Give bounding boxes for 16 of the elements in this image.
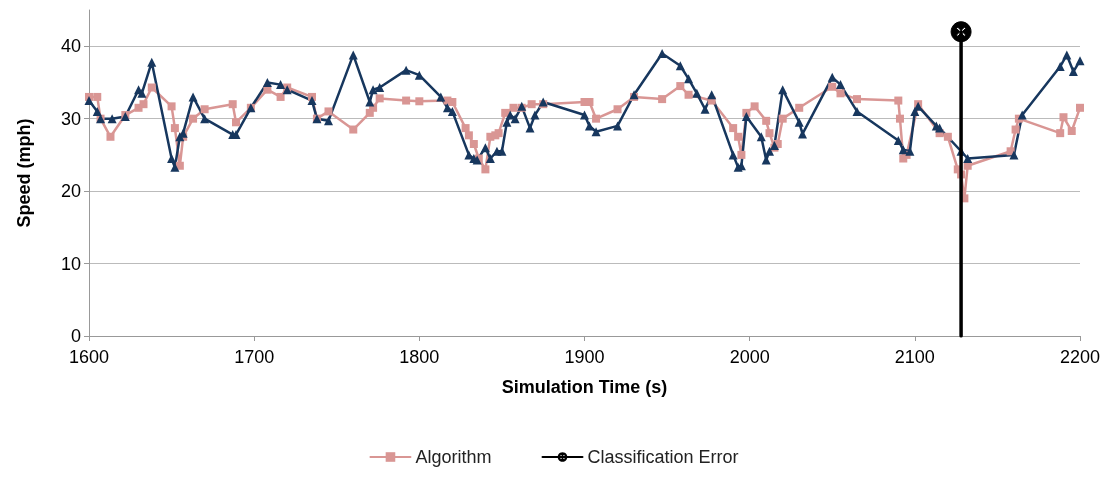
x-tick-label: 1800 [399,347,440,367]
y-tick-label: 0 [70,326,81,346]
y-tick-label: 40 [60,36,81,57]
x-tick-label: 1600 [68,347,110,367]
x-tick-label: 1900 [564,347,605,367]
x-tick-label: 1700 [234,347,275,367]
legend-label: Algorithm [415,447,492,467]
y-axis-title: Speed (mph) [14,118,34,228]
x-axis-title: Simulation Time (s) [501,377,668,397]
x-tick-label: 2200 [1059,347,1101,367]
y-tick-label: 10 [60,253,81,274]
legend-label: Classification Error [587,447,739,467]
x-tick-label: 2000 [729,347,770,367]
y-tick-label: 20 [60,181,81,202]
y-tick-label: 30 [60,108,81,129]
x-tick-label: 2100 [894,347,935,367]
